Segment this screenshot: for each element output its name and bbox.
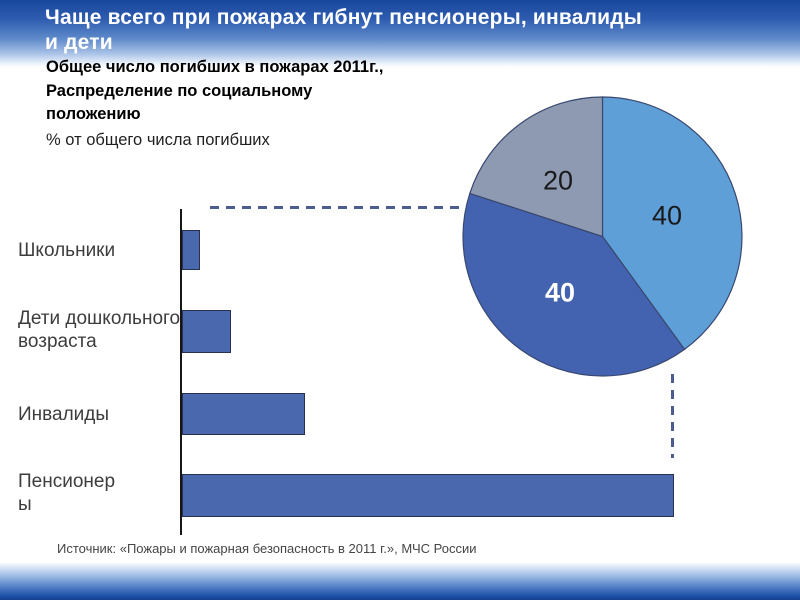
category-label-pensioners: Пенсионер ы: [18, 471, 116, 515]
pie-slice-1: [462, 192, 686, 377]
pie-slice-0: [601, 96, 743, 351]
callout-dashed-line-horizontal: [210, 206, 460, 209]
title-band: [0, 0, 800, 67]
chart-subtitle-bold: Общее число погибших в пожарах 2011г., Ра…: [46, 58, 384, 123]
pie-label-40-light: 40: [651, 200, 683, 231]
chart-subtitle-note: % от общего числа погибших: [46, 130, 270, 149]
bar-disabled: [182, 393, 305, 435]
bar-schoolchildren: [182, 230, 200, 270]
bar-pensioners: [182, 474, 674, 517]
source-note: Источник: «Пожары и пожарная безопасност…: [57, 541, 477, 556]
category-label-preschool-children: Дети дошкольного возраста: [18, 308, 181, 352]
bar-preschool-children: [182, 310, 231, 353]
category-label-disabled: Инвалиды: [18, 404, 110, 425]
pie-svg: [462, 96, 743, 377]
pie-label-40-dark: 40: [544, 277, 576, 308]
bottom-band: [0, 563, 800, 600]
callout-dashed-line-vertical: [671, 374, 674, 458]
pie-chart: 40 40 20: [461, 95, 744, 378]
category-label-schoolchildren: Школьники: [18, 240, 116, 261]
pie-label-20-gray: 20: [542, 165, 574, 196]
bar-chart-axis: [180, 209, 182, 535]
slide-title: Чаще всего при пожарах гибнут пенсионеры…: [45, 6, 642, 54]
pie-slice-2: [469, 96, 604, 238]
chart-subtitle: Общее число погибших в пожарах 2011г., Ра…: [46, 56, 476, 152]
